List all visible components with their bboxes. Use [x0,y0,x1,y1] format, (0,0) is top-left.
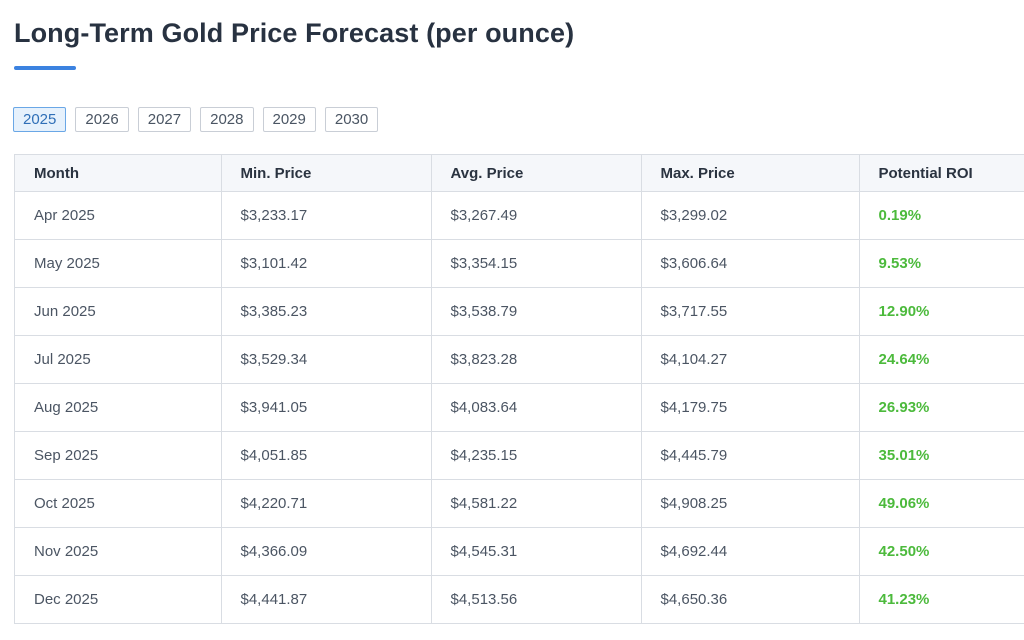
cell-avg-price: $4,083.64 [431,383,642,432]
cell-roi: 24.64% [859,335,1024,384]
cell-month: Jul 2025 [15,335,222,384]
table-row: Jul 2025 $3,529.34 $3,823.28 $4,104.27 2… [15,335,1024,384]
year-tab-2025[interactable]: 2025 [13,107,67,132]
year-tabs: 2025 2026 2027 2028 2029 2030 [13,107,379,132]
cell-avg-price: $4,513.56 [431,575,642,624]
table-row: Dec 2025 $4,441.87 $4,513.56 $4,650.36 4… [15,575,1024,624]
cell-month: Sep 2025 [15,431,222,480]
cell-month: May 2025 [15,239,222,288]
cell-month: Jun 2025 [15,287,222,336]
cell-max-price: $4,650.36 [641,575,860,624]
title-underline [14,66,76,70]
cell-max-price: $3,299.02 [641,191,860,240]
cell-min-price: $3,233.17 [221,191,432,240]
cell-roi: 0.19% [859,191,1024,240]
cell-month: Dec 2025 [15,575,222,624]
cell-avg-price: $3,538.79 [431,287,642,336]
year-tab-2026[interactable]: 2026 [75,107,129,132]
cell-max-price: $4,179.75 [641,383,860,432]
cell-max-price: $3,717.55 [641,287,860,336]
cell-roi: 42.50% [859,527,1024,576]
cell-avg-price: $3,354.15 [431,239,642,288]
cell-roi: 35.01% [859,431,1024,480]
cell-month: Aug 2025 [15,383,222,432]
table-row: Nov 2025 $4,366.09 $4,545.31 $4,692.44 4… [15,527,1024,576]
cell-roi: 9.53% [859,239,1024,288]
cell-roi: 49.06% [859,479,1024,528]
page-title: Long-Term Gold Price Forecast (per ounce… [14,18,575,48]
header-min-price: Min. Price [221,155,432,192]
cell-avg-price: $4,235.15 [431,431,642,480]
cell-min-price: $4,366.09 [221,527,432,576]
cell-min-price: $3,529.34 [221,335,432,384]
year-tab-2028[interactable]: 2028 [200,107,254,132]
table-row: Oct 2025 $4,220.71 $4,581.22 $4,908.25 4… [15,479,1024,528]
header-month: Month [15,155,222,192]
table-row: Sep 2025 $4,051.85 $4,235.15 $4,445.79 3… [15,431,1024,480]
cell-roi: 26.93% [859,383,1024,432]
cell-avg-price: $3,823.28 [431,335,642,384]
cell-max-price: $4,908.25 [641,479,860,528]
cell-max-price: $4,692.44 [641,527,860,576]
header-potential-roi: Potential ROI [859,155,1024,192]
forecast-table-container: Month Min. Price Avg. Price Max. Price P… [14,154,1024,624]
cell-min-price: $3,941.05 [221,383,432,432]
table-header-row: Month Min. Price Avg. Price Max. Price P… [15,155,1024,192]
cell-roi: 41.23% [859,575,1024,624]
cell-month: Nov 2025 [15,527,222,576]
year-tab-2030[interactable]: 2030 [324,107,379,132]
cell-max-price: $4,104.27 [641,335,860,384]
cell-min-price: $3,385.23 [221,287,432,336]
cell-max-price: $3,606.64 [641,239,860,288]
year-tab-2027[interactable]: 2027 [137,107,192,132]
header-avg-price: Avg. Price [431,155,642,192]
cell-min-price: $4,051.85 [221,431,432,480]
cell-avg-price: $3,267.49 [431,191,642,240]
table-row: Aug 2025 $3,941.05 $4,083.64 $4,179.75 2… [15,383,1024,432]
cell-month: Apr 2025 [15,191,222,240]
year-tab-2029[interactable]: 2029 [262,107,316,132]
forecast-table: Month Min. Price Avg. Price Max. Price P… [15,155,1024,624]
cell-min-price: $4,220.71 [221,479,432,528]
cell-avg-price: $4,581.22 [431,479,642,528]
table-row: Apr 2025 $3,233.17 $3,267.49 $3,299.02 0… [15,191,1024,240]
table-row: Jun 2025 $3,385.23 $3,538.79 $3,717.55 1… [15,287,1024,336]
cell-min-price: $3,101.42 [221,239,432,288]
cell-max-price: $4,445.79 [641,431,860,480]
cell-roi: 12.90% [859,287,1024,336]
cell-month: Oct 2025 [15,479,222,528]
table-row: May 2025 $3,101.42 $3,354.15 $3,606.64 9… [15,239,1024,288]
header-max-price: Max. Price [641,155,860,192]
cell-avg-price: $4,545.31 [431,527,642,576]
cell-min-price: $4,441.87 [221,575,432,624]
